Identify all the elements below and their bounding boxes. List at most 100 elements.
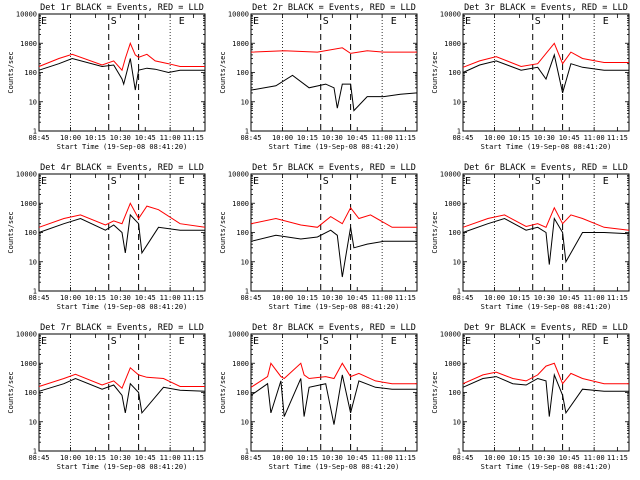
y-tick-label: 10	[241, 98, 249, 106]
panel-4: Det 4r BLACK = Events, RED = LLD 1 10 100 10…	[7, 163, 206, 311]
y-tick-label: 1000	[232, 200, 249, 208]
chart-title: Det 1r BLACK = Events, RED = LLD	[40, 3, 204, 13]
lld-series-line	[250, 362, 417, 388]
interval-marker-s: S	[323, 176, 329, 187]
x-axis-label: Start Time (19-Sep-08 08:41:20)	[269, 303, 400, 311]
x-axis-label: Start Time (19-Sep-08 08:41:20)	[57, 303, 188, 311]
x-tick-label: 10:45	[135, 134, 156, 142]
x-tick-label: 11:15	[607, 134, 628, 142]
chart-title: Det 9r BLACK = Events, RED = LLD	[464, 323, 628, 333]
y-axis-label: Counts/sec	[7, 211, 15, 253]
interval-marker-e: E	[465, 16, 471, 27]
x-tick-label: 11:00	[372, 454, 393, 462]
y-tick-label: 1000	[20, 360, 37, 368]
x-tick-label: 11:00	[584, 294, 605, 302]
interval-marker-s: S	[535, 336, 541, 347]
plot-frame	[250, 333, 418, 452]
interval-marker-e: E	[41, 16, 47, 27]
y-tick-label: 100	[236, 229, 249, 237]
interval-marker-e: E	[391, 336, 397, 347]
x-tick-label: 11:15	[395, 294, 416, 302]
y-tick-label: 1000	[20, 40, 37, 48]
interval-marker-e: E	[391, 176, 397, 187]
x-tick-label: 11:00	[584, 454, 605, 462]
x-tick-label: 10:15	[297, 134, 318, 142]
x-axis-label: Start Time (19-Sep-08 08:41:20)	[481, 303, 612, 311]
x-tick-label: 10:00	[484, 134, 505, 142]
interval-marker-s: S	[111, 176, 117, 187]
y-tick-label: 100	[448, 69, 461, 77]
x-tick-label: 10:45	[135, 454, 156, 462]
lld-series-line	[250, 47, 417, 54]
x-tick-label: 10:00	[484, 454, 505, 462]
interval-marker-e: E	[253, 176, 259, 187]
plot-frame	[38, 13, 206, 132]
x-tick-label: 08:45	[240, 294, 261, 302]
y-tick-label: 10	[29, 98, 37, 106]
y-tick-label: 1000	[444, 200, 461, 208]
x-tick-label: 10:00	[272, 454, 293, 462]
y-axis-label: Counts/sec	[219, 51, 227, 93]
x-tick-label: 10:15	[509, 294, 530, 302]
interval-marker-s: S	[535, 16, 541, 27]
x-tick-label: 11:00	[584, 134, 605, 142]
x-tick-label: 10:30	[322, 134, 343, 142]
chart-title: Det 4r BLACK = Events, RED = LLD	[40, 163, 204, 173]
lld-series-line	[462, 206, 630, 231]
x-tick-label: 10:30	[110, 134, 131, 142]
x-tick-label: 10:15	[297, 454, 318, 462]
panel-9: Det 9r BLACK = Events, RED = LLD 1 10 100 10…	[431, 323, 630, 471]
y-axis-label: Counts/sec	[7, 371, 15, 413]
x-tick-label: 10:15	[509, 454, 530, 462]
y-axis-label: Counts/sec	[431, 371, 439, 413]
events-series-line	[250, 374, 417, 425]
panel-3: Det 3r BLACK = Events, RED = LLD 1 10 100 10…	[431, 3, 630, 151]
x-tick-label: 10:30	[322, 294, 343, 302]
panel-5: Det 5r BLACK = Events, RED = LLD 1 10 100 10…	[219, 163, 418, 311]
y-tick-label: 1000	[444, 360, 461, 368]
y-tick-label: 10000	[440, 11, 461, 19]
interval-marker-e: E	[253, 16, 259, 27]
x-tick-label: 10:45	[559, 294, 580, 302]
x-tick-label: 10:15	[85, 134, 106, 142]
y-tick-label: 10	[453, 258, 461, 266]
x-tick-label: 10:00	[60, 294, 81, 302]
y-tick-label: 10	[453, 418, 461, 426]
y-tick-label: 1	[457, 448, 461, 456]
y-tick-label: 1	[33, 128, 37, 136]
y-tick-label: 10000	[440, 331, 461, 339]
x-tick-label: 10:30	[534, 294, 555, 302]
y-tick-label: 1000	[232, 40, 249, 48]
y-tick-label: 10000	[228, 11, 249, 19]
x-tick-label: 10:30	[534, 134, 555, 142]
interval-marker-e: E	[179, 336, 185, 347]
interval-marker-s: S	[111, 336, 117, 347]
plot-frame	[250, 13, 418, 132]
panel-7: Det 7r BLACK = Events, RED = LLD 1 10 100 10…	[7, 323, 206, 471]
lld-series-line	[38, 366, 205, 390]
panel-6: Det 6r BLACK = Events, RED = LLD 1 10 100 10…	[431, 163, 630, 311]
chart-title: Det 7r BLACK = Events, RED = LLD	[40, 323, 204, 333]
interval-marker-s: S	[323, 336, 329, 347]
events-series-line	[462, 372, 629, 417]
interval-marker-e: E	[465, 336, 471, 347]
lld-series-line	[462, 362, 629, 385]
panel-8: Det 8r BLACK = Events, RED = LLD 1 10 100 10…	[219, 323, 418, 471]
x-axis-label: Start Time (19-Sep-08 08:41:20)	[57, 143, 188, 151]
events-series-line	[462, 216, 630, 265]
interval-marker-e: E	[603, 176, 609, 187]
x-tick-label: 11:15	[607, 454, 628, 462]
x-tick-label: 10:00	[60, 134, 81, 142]
y-axis-label: Counts/sec	[219, 371, 227, 413]
interval-marker-e: E	[41, 176, 47, 187]
x-tick-label: 08:45	[240, 134, 261, 142]
y-tick-label: 1	[457, 288, 461, 296]
events-series-line	[38, 213, 205, 255]
interval-marker-e: E	[391, 16, 397, 27]
x-tick-label: 11:00	[160, 454, 181, 462]
x-tick-label: 11:00	[160, 294, 181, 302]
y-axis-label: Counts/sec	[219, 211, 227, 253]
x-tick-label: 11:00	[372, 294, 393, 302]
x-tick-label: 10:15	[85, 454, 106, 462]
y-tick-label: 10000	[16, 171, 37, 179]
